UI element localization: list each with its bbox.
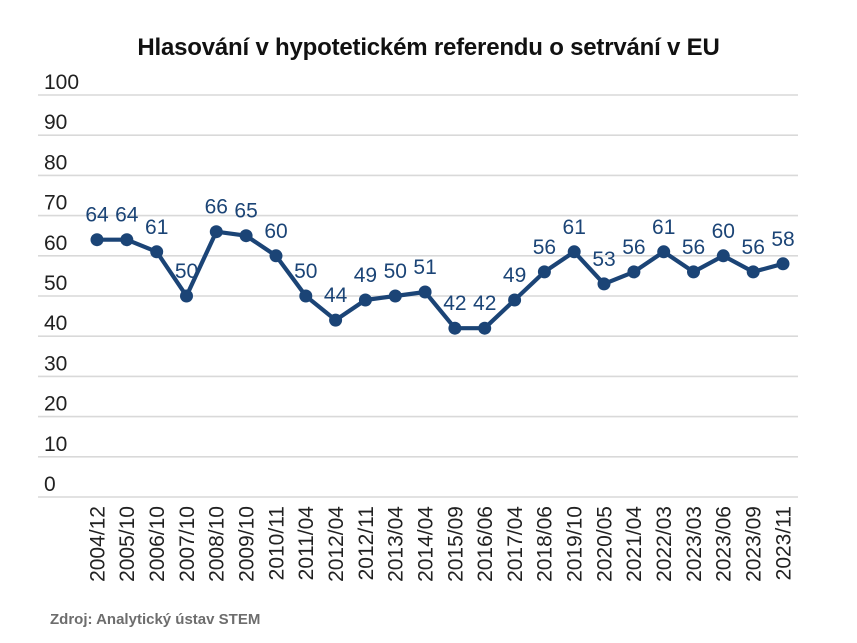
x-axis-tick-label: 2020/05 (593, 506, 616, 582)
data-point-label: 61 (563, 216, 586, 239)
data-point[interactable] (627, 265, 641, 279)
data-point-label: 56 (622, 236, 645, 259)
data-point-label: 42 (473, 292, 496, 315)
data-point-label: 50 (384, 260, 407, 283)
data-point-label: 66 (205, 196, 228, 219)
x-axis-tick-label: 2006/10 (146, 506, 169, 582)
data-point[interactable] (299, 289, 313, 303)
x-axis-tick-label: 2012/11 (355, 506, 378, 580)
data-point[interactable] (508, 293, 522, 307)
x-axis-tick-label: 2012/04 (325, 506, 348, 582)
y-axis-tick-label: 80 (44, 151, 67, 174)
x-axis-tick-label: 2011/04 (295, 506, 318, 581)
data-point-label: 50 (175, 260, 198, 283)
y-axis-tick-label: 100 (44, 71, 79, 94)
x-axis-tick-label: 2007/10 (176, 506, 199, 582)
data-point[interactable] (657, 245, 671, 259)
data-point-label: 58 (771, 228, 794, 251)
y-axis-tick-label: 30 (44, 352, 67, 375)
data-point-label: 56 (682, 236, 705, 259)
x-axis-tick-label: 2015/09 (444, 506, 467, 582)
data-point-label: 60 (712, 220, 735, 243)
data-point-label: 60 (264, 220, 287, 243)
data-point[interactable] (329, 313, 343, 327)
x-axis-tick-label: 2019/10 (564, 506, 587, 582)
data-point-label: 49 (354, 264, 377, 287)
data-point[interactable] (418, 285, 432, 299)
data-point[interactable] (209, 225, 223, 239)
x-axis-tick-label: 2013/04 (385, 506, 408, 582)
data-point-label: 50 (294, 260, 317, 283)
data-point-label: 51 (413, 256, 436, 279)
data-point-label: 56 (742, 236, 765, 259)
data-point[interactable] (478, 321, 492, 335)
x-axis-tick-label: 2023/06 (713, 506, 736, 582)
data-point-label: 65 (234, 200, 257, 223)
y-axis-tick-label: 20 (44, 393, 67, 416)
data-point-label: 61 (652, 216, 675, 239)
x-axis-tick-label: 2023/09 (743, 506, 766, 582)
x-axis-tick-label: 2005/10 (116, 506, 139, 582)
y-axis-tick-label: 90 (44, 111, 67, 134)
y-axis-tick-label: 40 (44, 312, 67, 335)
x-axis-tick-label: 2008/10 (206, 506, 229, 582)
x-axis-tick-label: 2018/06 (534, 506, 557, 582)
data-point[interactable] (388, 289, 402, 303)
data-point-label: 64 (85, 204, 109, 227)
data-point[interactable] (567, 245, 581, 259)
data-point-label: 64 (115, 204, 139, 227)
data-point[interactable] (448, 321, 462, 335)
x-axis-tick-label: 2023/11 (772, 506, 795, 580)
y-axis-tick-label: 10 (44, 433, 67, 456)
data-point[interactable] (537, 265, 551, 279)
y-axis-tick-label: 60 (44, 232, 67, 255)
x-axis-tick-label: 2017/04 (504, 506, 527, 582)
data-point[interactable] (776, 257, 790, 271)
data-point-label: 53 (592, 248, 615, 271)
x-axis-tick-label: 2016/06 (474, 506, 497, 582)
y-axis-tick-label: 70 (44, 192, 67, 215)
series-line (94, 229, 786, 331)
data-point[interactable] (746, 265, 760, 279)
data-point[interactable] (180, 289, 193, 303)
x-axis-tick-label: 2022/03 (653, 506, 676, 582)
data-point[interactable] (239, 229, 253, 243)
data-point[interactable] (597, 277, 611, 291)
x-axis-tick-label: 2021/04 (623, 506, 646, 582)
data-point[interactable] (120, 233, 134, 247)
y-axis-tick-label: 0 (44, 473, 56, 496)
x-axis-tick-label: 2014/04 (414, 506, 437, 582)
data-point-label: 44 (324, 284, 348, 307)
y-axis-tick-label: 50 (44, 272, 67, 295)
data-point[interactable] (90, 233, 104, 247)
data-point[interactable] (358, 293, 372, 307)
data-point[interactable] (716, 249, 730, 263)
data-point[interactable] (269, 249, 283, 263)
data-point[interactable] (687, 265, 700, 279)
data-point-label: 42 (443, 292, 466, 315)
x-axis-tick-label: 2010/11 (265, 506, 288, 580)
data-point-label: 61 (145, 216, 168, 239)
data-point-label: 56 (533, 236, 556, 259)
x-axis-tick-label: 2009/10 (235, 506, 258, 582)
data-point[interactable] (150, 245, 164, 259)
x-axis-tick-label: 2023/03 (683, 506, 706, 582)
data-point-label: 49 (503, 264, 526, 287)
source-note: Zdroj: Analytický ústav STEM (50, 611, 261, 628)
chart-title: Hlasování v hypotetickém referendu o set… (137, 34, 720, 61)
x-axis-tick-label: 2004/12 (86, 506, 109, 582)
